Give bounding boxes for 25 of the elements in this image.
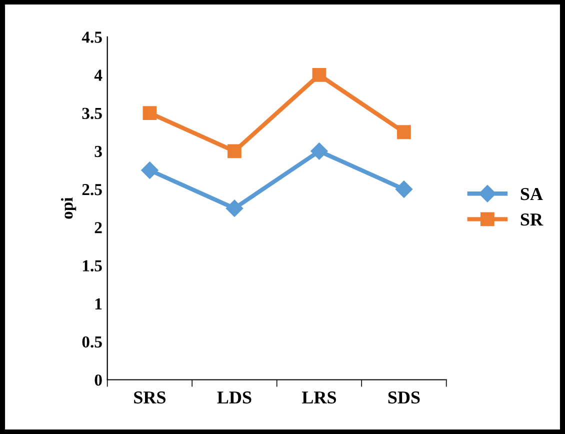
point bbox=[226, 200, 244, 217]
x-tick-label: LRS bbox=[302, 391, 336, 404]
point bbox=[312, 68, 326, 82]
y-tick-label: 4 bbox=[94, 70, 102, 81]
y-tick-label: 2 bbox=[94, 222, 102, 234]
y-tick-label: 3 bbox=[94, 146, 102, 158]
x-tick-label: SRS bbox=[134, 391, 166, 404]
point bbox=[397, 125, 411, 140]
point bbox=[310, 142, 328, 160]
legend-label: SR bbox=[520, 214, 544, 226]
point bbox=[228, 144, 242, 158]
legend-label: SA bbox=[520, 188, 543, 200]
y-tick-label: 1 bbox=[95, 298, 102, 310]
x-tick-label: SDS bbox=[388, 391, 420, 404]
y-tick-label: 2.5 bbox=[82, 184, 102, 196]
y-tick-label: 1.5 bbox=[82, 260, 102, 272]
point bbox=[141, 162, 158, 179]
point bbox=[395, 180, 413, 198]
x-tick-label: LDS bbox=[217, 391, 252, 404]
y-tick-label: 4.5 bbox=[82, 32, 102, 43]
y-axis-title: opi bbox=[60, 197, 76, 219]
y-tick-label: 0 bbox=[94, 374, 102, 386]
point bbox=[142, 106, 157, 120]
y-tick-label: 3.5 bbox=[82, 108, 102, 120]
y-tick-label: 0.5 bbox=[82, 336, 102, 348]
